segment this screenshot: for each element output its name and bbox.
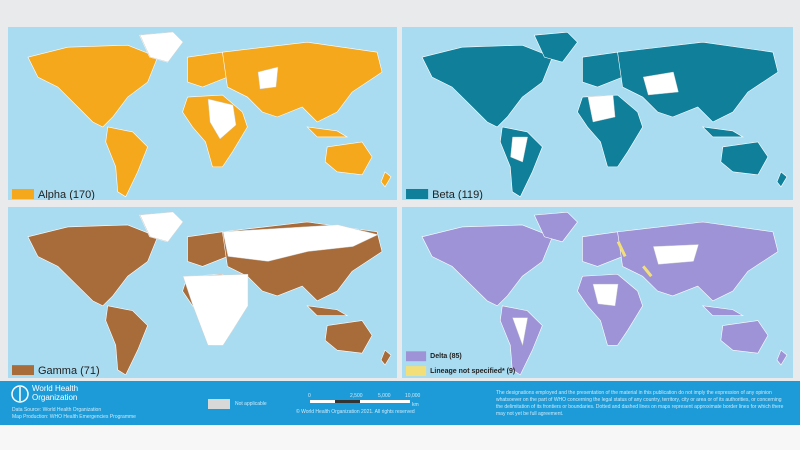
legend-label: Delta (85) [430,353,462,360]
delta-map: Delta (85) Lineage not specified* (9) [402,207,793,378]
footer: World Health Organization Data Source: W… [0,381,800,425]
legend-label: Beta (119) [432,189,483,200]
not-applicable-label: Not applicable [235,401,267,407]
scale-label: 0 [308,393,311,399]
production: Map Production: WHO Health Emergencies P… [12,414,136,420]
bottom-strip [0,425,800,450]
disclaimer: The designations employed and the presen… [496,390,784,417]
copyright: © World Health Organization 2021. All ri… [296,409,415,415]
not-applicable-swatch [208,399,230,409]
alpha-map: Alpha (170) [8,27,397,200]
gamma-map: Gamma (71) [8,207,397,378]
legend-label: Lineage not specified* (9) [430,368,515,375]
org-line: Organization [32,393,78,402]
org-name: World Health Organization [32,384,78,402]
org-line: World Health [32,384,79,393]
beta-map: Beta (119) [402,27,793,200]
scale-unit: km [412,402,419,408]
legend-label: Gamma (71) [38,365,100,377]
source: Data Source: World Health Organization [12,407,102,413]
scale-label: 5,000 [378,393,391,399]
legend-label: Alpha (170) [38,189,95,200]
who-logo [11,385,29,403]
scale-bar [310,400,410,403]
scale-label: 10,000 [405,393,421,399]
scale-label: 2,500 [350,393,363,399]
